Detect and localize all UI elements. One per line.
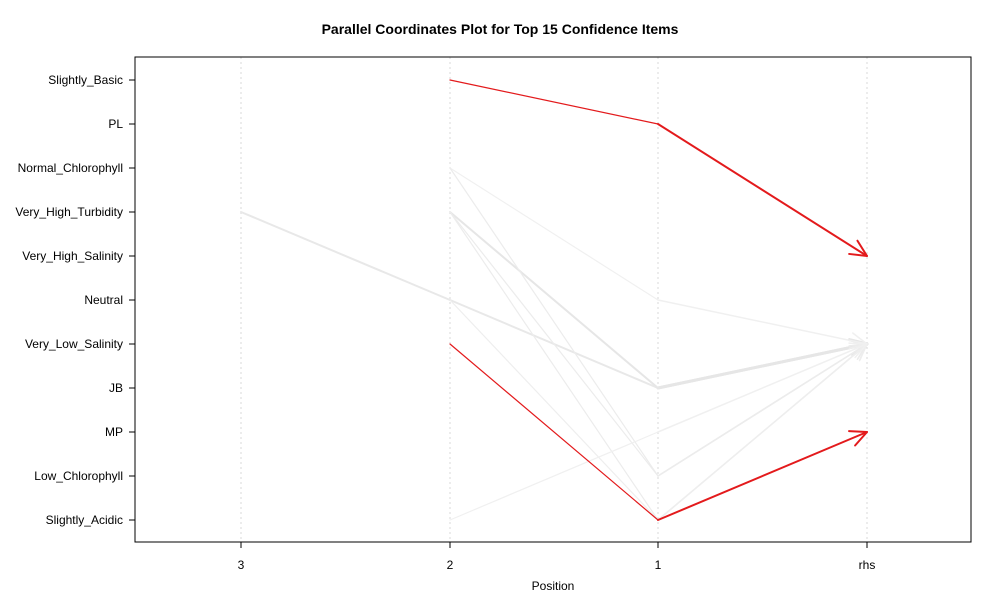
line-segment <box>449 343 659 521</box>
line-segment <box>449 211 659 477</box>
y-tick-label: PL <box>108 117 123 131</box>
y-tick-label: JB <box>109 381 123 395</box>
y-tick-label: MP <box>105 425 123 439</box>
y-tick-label: Very_High_Turbidity <box>15 205 123 219</box>
line-segment <box>449 79 659 125</box>
arrow-head <box>848 342 868 359</box>
x-tick-label: rhs <box>859 558 876 572</box>
x-tick-label: 1 <box>655 558 662 572</box>
line-segment <box>657 123 868 257</box>
y-tick-label: Very_Low_Salinity <box>25 337 123 351</box>
x-axis-title: Position <box>532 579 575 593</box>
grid-lines <box>240 57 868 542</box>
line-segment <box>656 342 869 390</box>
series-line <box>449 343 868 521</box>
line-segment <box>657 343 868 477</box>
line-segment <box>449 299 659 521</box>
arrow-head <box>848 430 868 447</box>
series-line <box>449 79 868 257</box>
line-segment <box>657 343 868 433</box>
y-tick-label: Neutral <box>84 293 123 307</box>
arrow-head <box>848 239 868 257</box>
line-segment <box>449 211 659 521</box>
line-segment <box>240 211 451 301</box>
line-segment <box>449 431 659 521</box>
y-tick-label: Slightly_Basic <box>48 73 123 87</box>
line-segment <box>657 299 868 345</box>
y-tick-label: Low_Chlorophyll <box>34 469 123 483</box>
series-lines <box>240 79 869 521</box>
y-tick-label: Normal_Chlorophyll <box>18 161 123 175</box>
y-axis: Slightly_Basic PL Normal_Chlorophyll Very_H… <box>15 73 135 527</box>
line-segment <box>449 211 659 389</box>
x-tick-label: 2 <box>447 558 454 572</box>
y-tick-label: Very_High_Salinity <box>22 249 123 263</box>
line-segment <box>449 167 659 477</box>
chart-title: Parallel Coordinates Plot for Top 15 Con… <box>322 21 679 37</box>
line-segment <box>657 343 868 521</box>
series-line <box>449 342 868 521</box>
x-axis: 3 2 1 rhs <box>238 542 876 572</box>
line-segment <box>657 431 868 521</box>
line-segment <box>449 167 659 301</box>
y-tick-label: Slightly_Acidic <box>46 513 123 527</box>
x-tick-label: 3 <box>238 558 245 572</box>
